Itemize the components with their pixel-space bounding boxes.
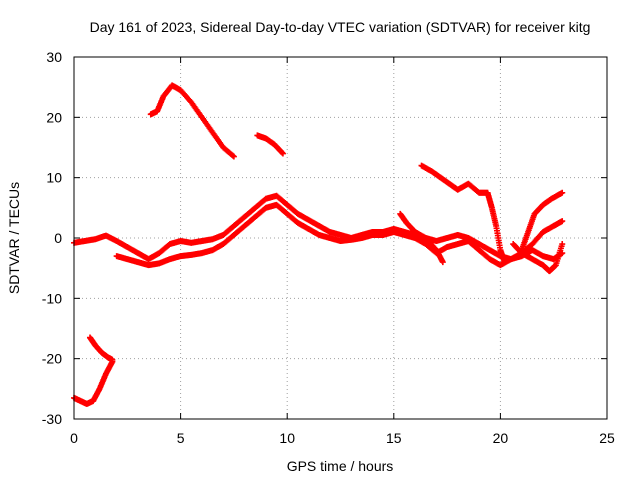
data-point (229, 152, 236, 159)
series-arc-high-peak (147, 82, 237, 160)
y-tick-label: -10 (42, 290, 62, 306)
x-tick-label: 25 (599, 430, 615, 446)
data-point (279, 150, 286, 157)
data-point (559, 189, 566, 196)
data-point (559, 218, 566, 225)
series-arc-end-valley (510, 241, 566, 275)
data-points (71, 82, 566, 407)
y-tick-label: 0 (54, 230, 62, 246)
y-axis-label: SDTVAR / TECUs (6, 182, 22, 294)
x-tick-label: 5 (177, 430, 185, 446)
y-tick-label: 20 (46, 109, 62, 125)
data-point (439, 259, 446, 266)
x-tick-label: 20 (493, 430, 509, 446)
x-tick-label: 15 (386, 430, 402, 446)
data-point (559, 241, 566, 248)
series-arc-main-lower (113, 201, 566, 269)
data-point (279, 149, 286, 156)
y-tick-label: 10 (46, 170, 62, 186)
data-point (501, 259, 508, 266)
x-tick-label: 10 (279, 430, 295, 446)
series-arc-start-negative (71, 358, 116, 407)
series-arc-late-dip (397, 210, 446, 266)
y-tick-label: 30 (46, 49, 62, 65)
ticks: 0 5 10 15 20 25 -30 -20 -10 0 10 20 30 (42, 49, 615, 446)
series-arc-short-high (254, 132, 286, 157)
data-point (230, 153, 237, 160)
x-tick-label: 0 (70, 430, 78, 446)
chart-title: Day 161 of 2023, Sidereal Day-to-day VTE… (90, 19, 591, 35)
y-tick-label: -30 (42, 411, 62, 427)
data-point (109, 356, 116, 363)
series-arc-late-descending (418, 162, 508, 266)
x-axis-label: GPS time / hours (287, 458, 394, 474)
series-arc-falling-to-minus20 (86, 334, 116, 363)
y-tick-label: -20 (42, 351, 62, 367)
